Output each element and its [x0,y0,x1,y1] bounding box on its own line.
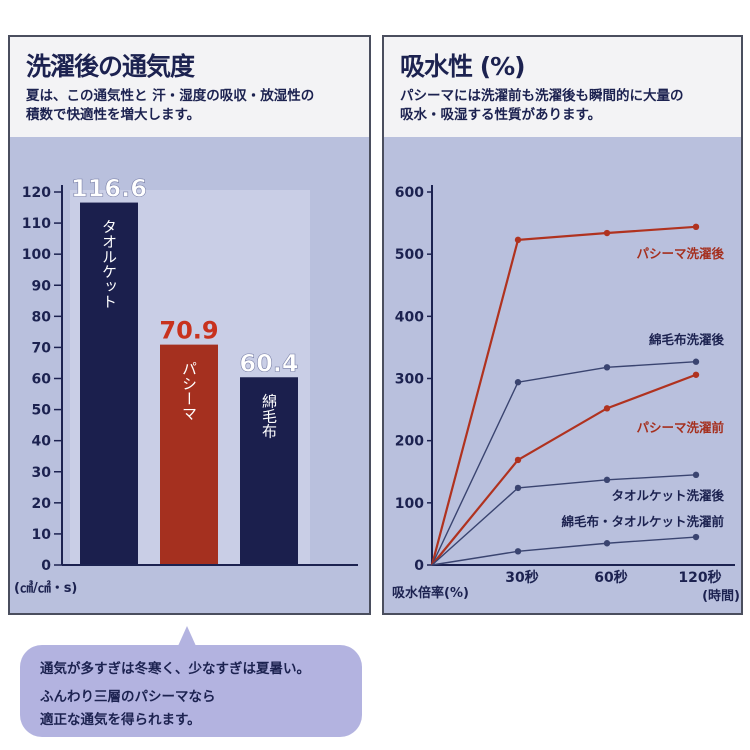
y-tick-label: 0 [414,558,424,574]
callout-line: ふんわり三層のパシーマなら [40,689,216,705]
y-tick-label: 10 [32,527,52,543]
y-tick-label: 120 [22,185,51,201]
callout-line: 適正な通気を得られます。 [40,712,201,728]
y-tick-label: 100 [22,247,51,263]
y-tick-label: 80 [32,309,52,325]
bar-value-label: 70.9 [159,317,218,345]
data-point [692,371,700,378]
x-tick-label: 60秒 [594,569,627,586]
y-tick-label: 100 [395,496,424,512]
data-point [692,471,700,479]
y-tick-label: 600 [395,185,424,201]
panel-subtitle: 夏は、この通気性と 汗・湿度の吸収・放湿性の 積数で快適性を増大します。 [26,88,315,123]
series-label: 綿毛布・タオルケット洗濯前 [561,514,724,529]
data-point [692,358,700,365]
series-label: 綿毛布洗濯後 [649,332,725,347]
series-line [431,373,697,566]
panel-title: 吸水性 (%) [400,52,526,81]
series-line [431,474,697,566]
series-label: タオルケット洗濯後 [611,488,724,503]
y-axis-label: 吸水倍率(%) [392,585,469,601]
y-axis-unit: (㎤/㎠・s) [14,580,77,596]
data-point [603,540,611,547]
y-tick-label: 110 [22,216,51,232]
y-tick-label: 300 [395,372,424,388]
callout-bubble: 通気が多すぎは冬寒く、少なすぎは夏暑い。 ふんわり三層のパシーマなら 適正な通気… [20,645,362,737]
y-tick-label: 60 [32,372,52,388]
water-absorption-panel: 吸水性 (%) パシーマには洗濯前も洗濯後も瞬間的に大量の 吸水・吸湿する性質が… [382,35,743,615]
panel-subtitle: パシーマには洗濯前も洗濯後も瞬間的に大量の 吸水・吸湿する性質があります。 [400,88,684,123]
callout-line: 通気が多すぎは冬寒く、少なすぎは夏暑い。 [40,661,310,677]
data-point [603,405,611,412]
data-point [603,476,611,484]
y-tick-label: 30 [32,465,52,481]
y-tick-label: 400 [395,309,424,325]
x-tick-label: 120秒 [678,569,721,586]
data-point [514,456,522,464]
y-tick-label: 0 [41,558,51,574]
x-tick-label: 30秒 [505,569,538,586]
bar-category-label: 綿毛布 [260,393,278,438]
callout-pointer [178,626,196,646]
panel-title: 洗濯後の通気度 [26,52,195,81]
data-point [603,364,611,371]
data-point [514,236,522,244]
y-tick-label: 70 [32,340,52,356]
series-label: パシーマ洗濯前 [636,420,724,435]
data-point [514,379,522,386]
series-line [431,536,697,566]
y-tick-label: 500 [395,247,424,263]
data-point [514,484,522,492]
bar-value-label: 116.6 [71,175,147,203]
data-point [692,223,700,231]
y-tick-label: 20 [32,496,52,512]
bar-category-label: タオルケット [100,219,118,309]
y-tick-label: 40 [32,434,52,450]
data-point [603,229,611,237]
series-line [430,225,697,566]
bar [240,377,298,565]
bar-category-label: パシーマ [180,361,198,421]
x-axis-label: (時間) [702,588,740,604]
series-label: パシーマ洗濯後 [636,246,724,261]
bar [160,344,218,565]
bar [80,202,138,565]
y-tick-label: 50 [32,403,52,419]
y-tick-label: 200 [395,434,424,450]
bar-value-label: 60.4 [239,349,298,377]
panel-header: 吸水性 (%) パシーマには洗濯前も洗濯後も瞬間的に大量の 吸水・吸湿する性質が… [384,37,741,137]
data-point [692,533,700,541]
panel-header: 洗濯後の通気度 夏は、この通気性と 汗・湿度の吸収・放湿性の 積数で快適性を増大… [10,37,369,137]
data-point [514,548,522,555]
y-tick-label: 90 [32,278,52,294]
series-line [431,361,697,566]
